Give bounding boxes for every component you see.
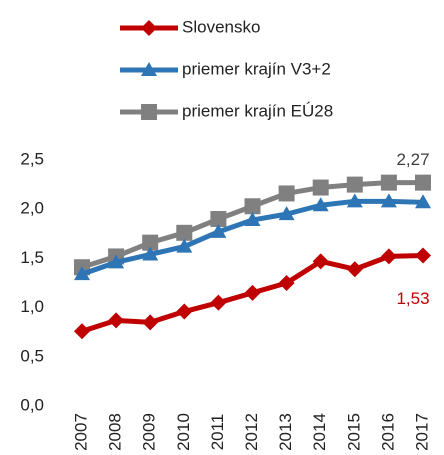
- y-tick-label: 0,5: [20, 346, 44, 365]
- marker: [346, 261, 363, 278]
- marker: [346, 176, 363, 193]
- x-tick-label: 2017: [412, 413, 431, 451]
- marker: [278, 185, 295, 202]
- x-tick-label: 2011: [208, 414, 227, 451]
- marker: [244, 284, 261, 301]
- marker: [108, 312, 125, 329]
- marker: [142, 246, 159, 261]
- marker: [415, 194, 431, 209]
- x-tick-label: 2013: [276, 413, 295, 451]
- data-label: 1,53: [396, 289, 429, 308]
- legend-label: priemer krajín EÚ28: [182, 101, 333, 120]
- x-tick-label: 2008: [106, 413, 125, 451]
- marker: [141, 62, 157, 76]
- marker: [380, 174, 397, 191]
- marker: [108, 254, 125, 269]
- marker: [278, 275, 295, 291]
- marker: [312, 179, 329, 196]
- marker: [380, 193, 397, 208]
- marker: [141, 104, 157, 120]
- legend-label: priemer krajín V3+2: [182, 59, 331, 78]
- x-tick-label: 2014: [310, 413, 329, 451]
- marker: [74, 323, 90, 340]
- legend-label: Slovensko: [182, 17, 260, 36]
- y-tick-label: 1,5: [20, 248, 44, 267]
- marker: [415, 247, 431, 264]
- marker: [210, 294, 227, 311]
- marker: [346, 193, 363, 208]
- y-tick-label: 2,5: [20, 149, 44, 168]
- marker: [176, 224, 193, 241]
- marker: [176, 303, 193, 320]
- x-tick-label: 2012: [242, 413, 261, 451]
- marker: [142, 234, 159, 251]
- marker: [210, 211, 227, 228]
- marker: [380, 248, 397, 265]
- x-tick-label: 2015: [344, 413, 363, 451]
- data-label: 2,27: [396, 150, 429, 169]
- y-tick-label: 2,0: [20, 199, 44, 218]
- marker: [312, 253, 329, 270]
- marker: [312, 197, 329, 212]
- x-tick-label: 2016: [378, 413, 397, 451]
- y-tick-label: 0,0: [20, 395, 44, 414]
- marker: [415, 174, 431, 191]
- marker: [74, 266, 90, 281]
- marker: [278, 206, 295, 221]
- x-tick-label: 2009: [140, 413, 159, 451]
- x-tick-label: 2010: [174, 413, 193, 451]
- marker: [142, 314, 159, 331]
- marker: [244, 198, 261, 215]
- marker: [176, 238, 193, 253]
- marker: [210, 223, 227, 238]
- marker: [141, 20, 157, 36]
- y-tick-label: 1,0: [20, 297, 44, 316]
- marker: [244, 212, 261, 227]
- x-tick-label: 2007: [71, 413, 90, 451]
